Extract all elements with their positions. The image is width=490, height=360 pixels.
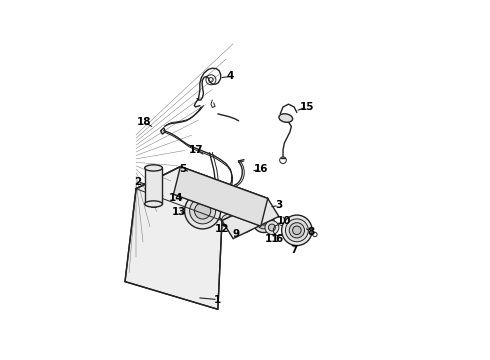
Text: 15: 15 <box>299 102 314 112</box>
Circle shape <box>265 221 279 234</box>
Circle shape <box>235 212 247 224</box>
Text: 2: 2 <box>134 177 141 187</box>
Polygon shape <box>173 167 268 226</box>
Text: 10: 10 <box>277 216 292 226</box>
Ellipse shape <box>145 165 162 171</box>
Text: 12: 12 <box>215 224 229 234</box>
Circle shape <box>195 203 211 219</box>
Text: 6: 6 <box>275 234 282 244</box>
Circle shape <box>286 219 308 242</box>
Polygon shape <box>145 168 162 204</box>
Text: 8: 8 <box>307 227 315 237</box>
Circle shape <box>253 211 274 233</box>
Text: 11: 11 <box>265 234 279 244</box>
Text: 18: 18 <box>137 117 151 127</box>
Text: 4: 4 <box>227 72 234 81</box>
Circle shape <box>221 215 234 227</box>
Circle shape <box>261 219 267 225</box>
Circle shape <box>226 203 257 233</box>
Ellipse shape <box>279 114 293 122</box>
Text: 1: 1 <box>214 294 221 305</box>
Polygon shape <box>222 198 279 239</box>
Circle shape <box>257 215 270 229</box>
Text: 5: 5 <box>180 164 187 174</box>
Text: 17: 17 <box>188 145 203 155</box>
Polygon shape <box>125 167 222 309</box>
Text: 3: 3 <box>275 201 282 210</box>
Circle shape <box>293 226 301 235</box>
Text: 9: 9 <box>232 229 240 239</box>
Circle shape <box>190 198 216 224</box>
Circle shape <box>230 207 252 229</box>
Text: 16: 16 <box>254 164 268 174</box>
Polygon shape <box>136 167 268 221</box>
Circle shape <box>185 193 220 229</box>
Text: 14: 14 <box>169 193 184 203</box>
Ellipse shape <box>145 201 162 207</box>
Circle shape <box>269 224 275 231</box>
Text: 13: 13 <box>172 207 186 217</box>
Circle shape <box>282 215 312 246</box>
Circle shape <box>238 215 245 221</box>
Text: 7: 7 <box>291 245 298 255</box>
Circle shape <box>289 223 304 238</box>
